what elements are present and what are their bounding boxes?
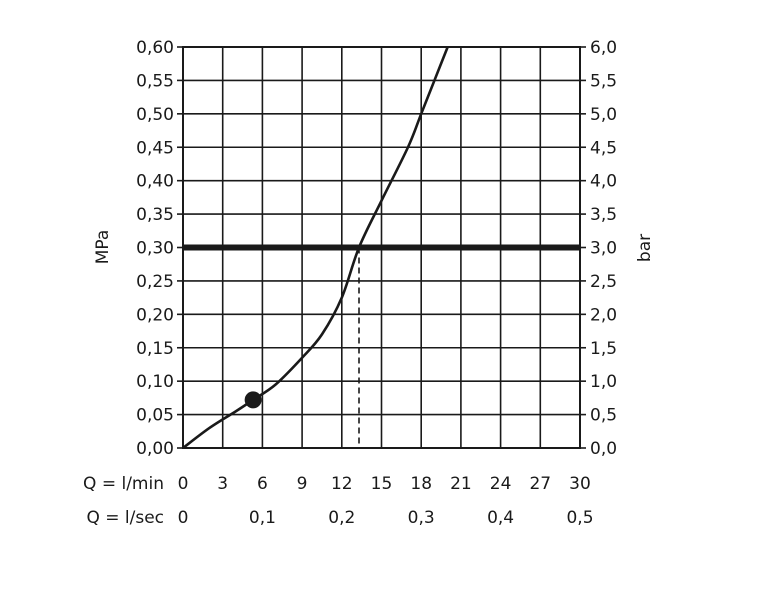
- y-left-tick-label: 0,20: [136, 305, 174, 325]
- x-row1-tick-label: 3: [217, 474, 228, 494]
- reference-line-group: [183, 244, 580, 448]
- y-right-tick-label: 2,0: [590, 305, 617, 325]
- x-row1-tick-label: 18: [410, 474, 432, 494]
- y-left-tick-label: 0,25: [136, 272, 174, 292]
- y-left-tick-label: 0,05: [136, 406, 174, 426]
- y-left-tick-label: 0,30: [136, 239, 174, 259]
- x-row1-tick-label: 9: [297, 474, 308, 494]
- x-row1-tick-label: 24: [490, 474, 512, 494]
- y-right-tick-label: 4,5: [590, 138, 617, 158]
- x-row1-tick-label: 12: [331, 474, 353, 494]
- x-row1-tick-label: 30: [569, 474, 591, 494]
- x-row1-tick-label: 6: [257, 474, 268, 494]
- y-right-tick-label: 3,5: [590, 205, 617, 225]
- x-row2-tick-label: 0,5: [566, 508, 593, 528]
- x-row2-tick-label: 0,4: [487, 508, 514, 528]
- x-row1-tick-label: 0: [178, 474, 189, 494]
- y-left-tick-label: 0,10: [136, 372, 174, 392]
- series-group: [182, 46, 449, 450]
- data-point-marker: [244, 391, 262, 409]
- x-row2-tick-label: 0,1: [249, 508, 276, 528]
- y-left-tick-label: 0,35: [136, 205, 174, 225]
- x-row2-tick-labels: 0 0,1 0,2 0,3 0,4 0,5: [178, 508, 594, 528]
- y-right-tick-label: 1,5: [590, 339, 617, 359]
- y-left-tick-label: 0,50: [136, 105, 174, 125]
- y-left-tick-label: 0,45: [136, 138, 174, 158]
- y-right-tick-label: 0,0: [590, 439, 617, 459]
- x-row1-axis-label: Q = l/min: [83, 474, 164, 494]
- x-row2-tick-label: 0,2: [328, 508, 355, 528]
- x-row1-tick-labels: 0 3 6 9 12 15 18 21 24 27 30: [178, 474, 591, 494]
- series-line: [182, 46, 449, 450]
- y-left-tick-label: 0,60: [136, 38, 174, 58]
- y-right-tick-label: 6,0: [590, 38, 617, 58]
- y-left-tick-label: 0,00: [136, 439, 174, 459]
- plot-frame: [182, 46, 581, 449]
- x-row1-tick-label: 27: [529, 474, 551, 494]
- x-row2-tick-label: 0,3: [408, 508, 435, 528]
- y-right-tick-label: 0,5: [590, 406, 617, 426]
- y-right-tick-label: 5,0: [590, 105, 617, 125]
- y-left-tick-labels: 0,00 0,05 0,10 0,15 0,20 0,25 0,30 0,35 0,40 0,45…: [136, 38, 174, 459]
- y-right-tick-labels: 0,0 0,5 1,0 1,5 2,0 2,5 3,0 3,5 4,0 4,5 5,0 5,5 6,0: [590, 38, 617, 459]
- y-left-tick-label: 0,55: [136, 71, 174, 91]
- x-row1-tick-label: 21: [450, 474, 472, 494]
- x-row1-tick-label: 15: [371, 474, 393, 494]
- y-right-tick-label: 2,5: [590, 272, 617, 292]
- y-right-tick-label: 5,5: [590, 71, 617, 91]
- x-row2-axis-label: Q = l/sec: [86, 508, 164, 528]
- y-right-tick-label: 4,0: [590, 172, 617, 192]
- y-right-tick-label: 1,0: [590, 372, 617, 392]
- y-left-tick-label: 0,40: [136, 172, 174, 192]
- x-row2-tick-label: 0: [178, 508, 189, 528]
- y-left-tick-label: 0,15: [136, 339, 174, 359]
- y-right-axis-label: bar: [635, 234, 655, 262]
- y-right-tick-label: 3,0: [590, 239, 617, 259]
- y-left-axis-label: MPa: [93, 230, 113, 265]
- plot-frame-group: [177, 46, 586, 449]
